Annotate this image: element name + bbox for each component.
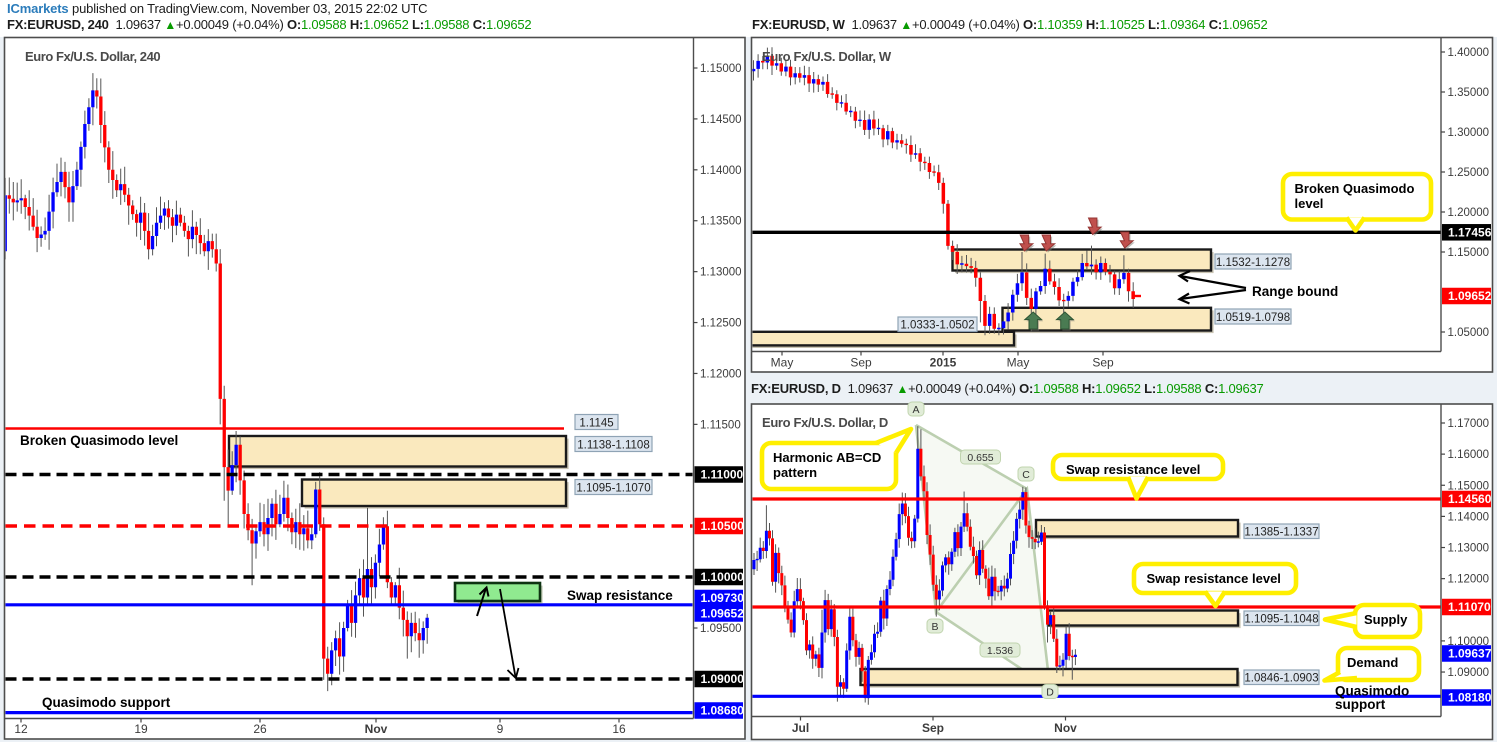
svg-text:1.0846-1.0903: 1.0846-1.0903 bbox=[1244, 672, 1318, 684]
svg-text:1.14000: 1.14000 bbox=[1448, 511, 1490, 523]
svg-text:1.17000: 1.17000 bbox=[1448, 418, 1490, 430]
svg-text:1.1095-1.1048: 1.1095-1.1048 bbox=[1244, 613, 1318, 625]
svg-text:Sep: Sep bbox=[1092, 356, 1114, 370]
svg-text:A: A bbox=[912, 404, 919, 416]
svg-text:1.10000: 1.10000 bbox=[1448, 636, 1490, 648]
svg-text:1.14560: 1.14560 bbox=[1448, 492, 1492, 506]
svg-text:26: 26 bbox=[253, 722, 267, 736]
svg-text:1.14000: 1.14000 bbox=[700, 165, 742, 177]
svg-text:Sep: Sep bbox=[922, 721, 944, 735]
svg-text:1.1532-1.1278: 1.1532-1.1278 bbox=[1216, 257, 1290, 269]
svg-text:1.09730: 1.09730 bbox=[701, 591, 745, 605]
svg-text:1.09000: 1.09000 bbox=[1448, 667, 1490, 679]
svg-text:1.0333-1.0502: 1.0333-1.0502 bbox=[900, 319, 974, 331]
svg-text:1.15000: 1.15000 bbox=[1448, 480, 1490, 492]
svg-text:Nov: Nov bbox=[1054, 721, 1077, 735]
svg-text:1.17456: 1.17456 bbox=[1448, 226, 1492, 240]
svg-text:Quasimodo support: Quasimodo support bbox=[42, 695, 171, 710]
svg-text:D: D bbox=[1046, 686, 1054, 698]
svg-text:1.12000: 1.12000 bbox=[1448, 574, 1490, 586]
svg-text:1.09000: 1.09000 bbox=[701, 672, 745, 686]
svg-text:9: 9 bbox=[497, 722, 504, 736]
svg-text:Swap resistance: Swap resistance bbox=[567, 588, 673, 603]
svg-text:May: May bbox=[1007, 356, 1030, 370]
svg-text:19: 19 bbox=[134, 722, 148, 736]
svg-text:Swap resistance level: Swap resistance level bbox=[1147, 571, 1281, 586]
svg-text:level: level bbox=[1295, 196, 1324, 211]
svg-text:1.08680: 1.08680 bbox=[701, 704, 745, 718]
svg-text:1.1385-1.1337: 1.1385-1.1337 bbox=[1244, 526, 1318, 538]
svg-text:Range bound: Range bound bbox=[1252, 284, 1338, 299]
svg-text:1.15000: 1.15000 bbox=[700, 63, 742, 75]
svg-text:0.655: 0.655 bbox=[967, 452, 993, 464]
svg-text:1.12500: 1.12500 bbox=[700, 318, 742, 330]
svg-text:1.40000: 1.40000 bbox=[1448, 47, 1490, 59]
svg-text:1.09637: 1.09637 bbox=[1448, 647, 1492, 661]
svg-text:16: 16 bbox=[612, 722, 626, 736]
svg-text:1.11000: 1.11000 bbox=[701, 468, 744, 482]
svg-text:1.09652: 1.09652 bbox=[701, 607, 745, 621]
svg-text:1.20000: 1.20000 bbox=[1448, 207, 1490, 219]
svg-text:1.11500: 1.11500 bbox=[700, 419, 741, 431]
svg-text:Supply: Supply bbox=[1364, 612, 1408, 627]
svg-text:1.16000: 1.16000 bbox=[1448, 449, 1490, 461]
svg-text:1.13000: 1.13000 bbox=[1448, 543, 1490, 555]
svg-text:1.12000: 1.12000 bbox=[700, 368, 742, 380]
svg-text:1.25000: 1.25000 bbox=[1448, 167, 1490, 179]
svg-text:1.11070: 1.11070 bbox=[1448, 600, 1491, 614]
svg-text:1.13500: 1.13500 bbox=[700, 216, 742, 228]
svg-text:Nov: Nov bbox=[365, 722, 388, 736]
svg-text:1.10000: 1.10000 bbox=[701, 570, 745, 584]
svg-text:2015: 2015 bbox=[930, 356, 957, 370]
svg-text:Sep: Sep bbox=[850, 356, 872, 370]
svg-text:1.09652: 1.09652 bbox=[1448, 289, 1492, 303]
svg-text:Demand: Demand bbox=[1347, 655, 1398, 670]
svg-text:1.1095-1.1070: 1.1095-1.1070 bbox=[576, 482, 650, 494]
svg-text:1.0519-1.0798: 1.0519-1.0798 bbox=[1216, 312, 1290, 324]
svg-text:Quasimodo: Quasimodo bbox=[1335, 684, 1409, 699]
svg-text:Harmonic AB=CD: Harmonic AB=CD bbox=[773, 450, 881, 465]
svg-text:1.35000: 1.35000 bbox=[1448, 87, 1490, 99]
svg-text:1.10500: 1.10500 bbox=[701, 519, 745, 533]
svg-text:1.30000: 1.30000 bbox=[1448, 127, 1490, 139]
svg-text:1.15000: 1.15000 bbox=[1448, 247, 1490, 259]
svg-text:1.05000: 1.05000 bbox=[1448, 327, 1490, 339]
svg-text:Broken Quasimodo: Broken Quasimodo bbox=[1295, 181, 1415, 196]
svg-text:1.08180: 1.08180 bbox=[1448, 691, 1492, 705]
svg-text:C: C bbox=[1022, 469, 1030, 481]
svg-text:Swap resistance level: Swap resistance level bbox=[1066, 462, 1200, 477]
svg-text:1.1138-1.1108: 1.1138-1.1108 bbox=[577, 439, 649, 451]
svg-text:B: B bbox=[931, 621, 938, 633]
svg-text:Euro Fx/U.S. Dollar, W: Euro Fx/U.S. Dollar, W bbox=[762, 49, 892, 64]
svg-text:Euro Fx/U.S. Dollar, D: Euro Fx/U.S. Dollar, D bbox=[762, 415, 888, 430]
svg-text:support: support bbox=[1335, 697, 1386, 712]
svg-text:1.09500: 1.09500 bbox=[700, 623, 742, 635]
svg-text:1.536: 1.536 bbox=[987, 645, 1013, 657]
svg-text:Jul: Jul bbox=[792, 721, 809, 735]
svg-text:1.1145: 1.1145 bbox=[579, 417, 613, 429]
svg-text:12: 12 bbox=[14, 722, 28, 736]
svg-text:1.14500: 1.14500 bbox=[700, 114, 742, 126]
svg-text:May: May bbox=[771, 356, 794, 370]
svg-text:1.13000: 1.13000 bbox=[700, 267, 742, 279]
svg-text:Broken Quasimodo level: Broken Quasimodo level bbox=[20, 433, 178, 448]
svg-text:Euro Fx/U.S. Dollar, 240: Euro Fx/U.S. Dollar, 240 bbox=[25, 49, 160, 64]
svg-text:pattern: pattern bbox=[773, 465, 817, 480]
